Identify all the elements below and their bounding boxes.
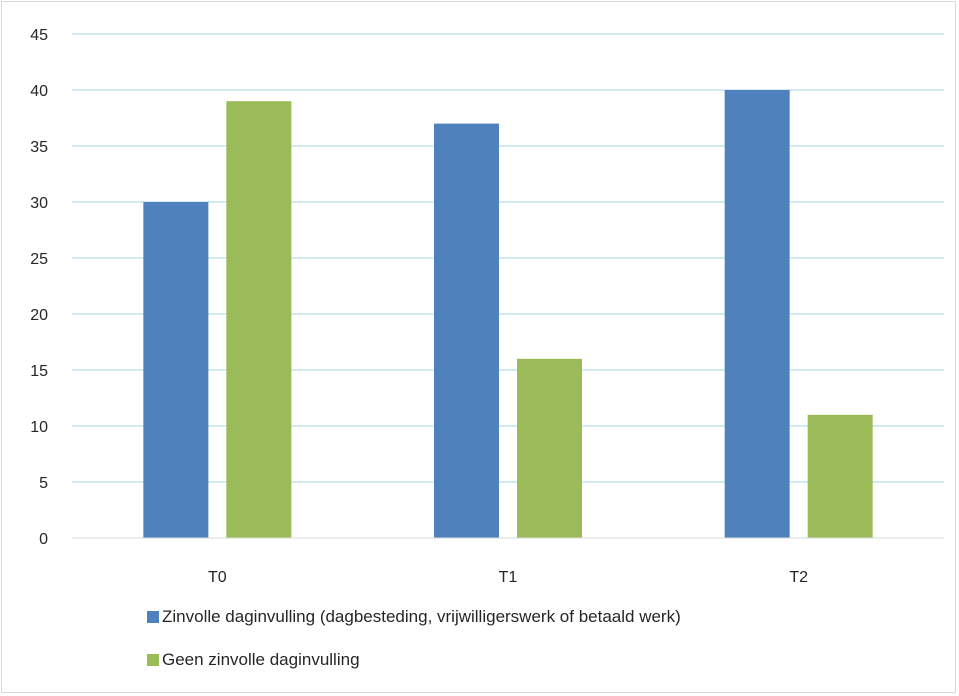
legend-swatch (147, 654, 159, 666)
bar-T2-series-1 (724, 90, 790, 538)
y-tick-label: 45 (30, 27, 48, 44)
x-tick-label: T1 (499, 569, 518, 586)
y-tick-label: 35 (30, 139, 48, 156)
bar-T1-series-1 (434, 123, 499, 538)
legend: Zinvolle daginvulling (dagbesteding, vri… (147, 607, 681, 669)
y-tick-label: 30 (30, 195, 48, 212)
y-tick-label: 20 (30, 307, 48, 324)
bar-T2-series-2 (807, 414, 873, 538)
legend-swatch (147, 611, 159, 623)
y-tick-label: 5 (39, 475, 48, 492)
x-tick-label: T2 (789, 569, 808, 586)
legend-label: Geen zinvolle daginvulling (162, 650, 360, 669)
bar-T0-series-1 (143, 202, 209, 538)
gridlines (72, 33, 944, 483)
x-tick-label: T0 (208, 569, 227, 586)
bars (143, 90, 873, 538)
y-tick-label: 25 (30, 251, 48, 268)
x-axis-ticks: T0 T1 T2 (208, 569, 808, 586)
y-axis-ticks: 0 5 10 15 20 25 30 35 40 45 (30, 27, 48, 548)
y-tick-label: 40 (30, 83, 48, 100)
y-tick-label: 15 (30, 363, 48, 380)
bar-T0-series-2 (226, 101, 292, 538)
legend-label: Zinvolle daginvulling (dagbesteding, vri… (162, 607, 681, 626)
y-tick-label: 10 (30, 419, 48, 436)
bar-T1-series-2 (517, 358, 582, 538)
y-tick-label: 0 (39, 531, 48, 548)
